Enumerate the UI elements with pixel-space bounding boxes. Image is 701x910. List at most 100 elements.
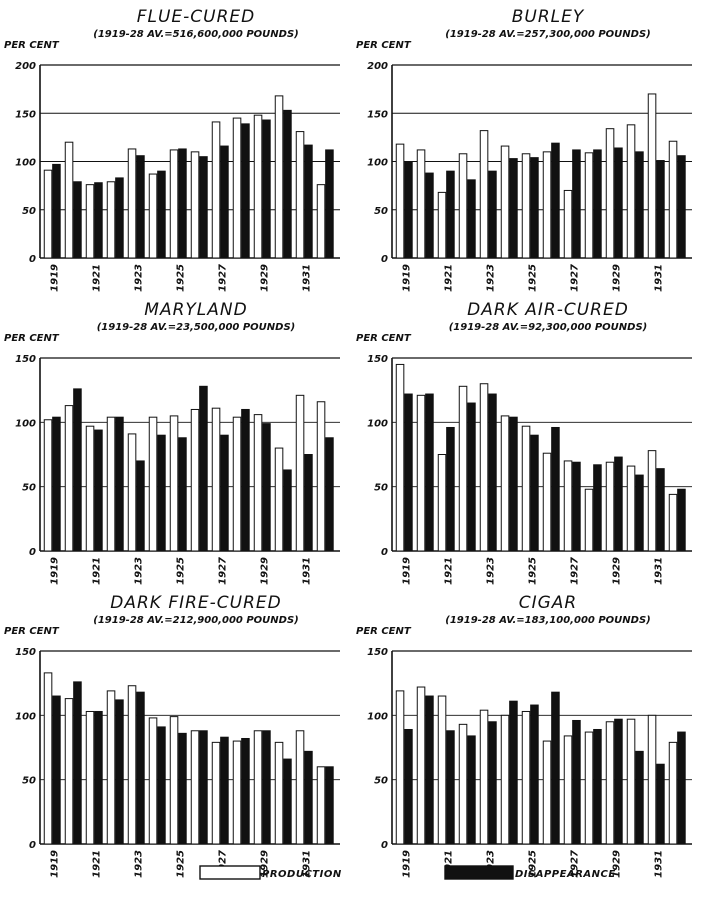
x-tick-label: 1925: [176, 850, 187, 878]
chart-title: CIGAR: [519, 593, 578, 613]
bar-disappearance-1931: [656, 468, 665, 552]
y-tick-label: 150: [15, 647, 36, 658]
bar-disappearance-1928: [241, 123, 250, 259]
bar-disappearance-1928: [593, 464, 602, 552]
bar-disappearance-1927: [572, 149, 581, 259]
bar-disappearance-1929: [262, 423, 271, 552]
bar-disappearance-1923: [136, 460, 145, 552]
y-unit-label: PER CENT: [356, 626, 412, 637]
bar-production-1930: [626, 465, 636, 552]
chart-subtitle: (1919-28 AV.=212,900,000 POUNDS): [93, 615, 298, 626]
bar-disappearance-1926: [551, 426, 560, 552]
bar-disappearance-1919: [52, 416, 61, 552]
bar-disappearance-1931: [656, 160, 665, 259]
x-tick-label: 1925: [176, 557, 187, 585]
bar-production-1928: [232, 117, 242, 259]
bar-production-1924: [500, 415, 510, 552]
bar-production-1931: [647, 714, 657, 845]
y-unit-label: PER CENT: [356, 40, 412, 51]
chart-flue-cured: FLUE-CURED (1919-28 AV.=516,600,000 POUND…: [4, 7, 340, 292]
bar-disappearance-1926: [551, 142, 560, 259]
y-tick-label: 150: [15, 354, 36, 365]
x-tick-label: 1925: [528, 264, 539, 292]
bar-disappearance-1924: [157, 726, 166, 845]
bar-production-1932: [668, 493, 678, 552]
legend-label-production: PRODUCTION: [262, 869, 342, 880]
y-tick-label: 50: [374, 776, 388, 787]
bar-disappearance-1929: [262, 119, 271, 259]
bar-disappearance-1919: [52, 695, 61, 845]
x-tick-label: 1931: [654, 264, 665, 292]
bar-production-1924: [500, 145, 510, 259]
bar-production-1925: [169, 716, 179, 845]
x-tick-label: 1921: [92, 557, 103, 585]
bar-production-1923: [479, 383, 489, 552]
bar-disappearance-1925: [178, 732, 187, 845]
bar-production-1920: [64, 698, 74, 845]
bar-disappearance-1931: [656, 763, 665, 845]
bar-production-1932: [316, 401, 326, 552]
bar-disappearance-1921: [446, 170, 455, 259]
x-tick-label: 1927: [570, 850, 581, 878]
bar-disappearance-1919: [404, 728, 413, 845]
bar-production-1919: [395, 143, 405, 259]
bar-production-1930: [626, 124, 636, 259]
bar-disappearance-1930: [283, 469, 292, 552]
x-tick-label: 1931: [654, 850, 665, 878]
bar-production-1929: [605, 721, 615, 845]
bar-production-1931: [295, 131, 305, 259]
bar-production-1920: [416, 149, 426, 259]
bar-disappearance-1929: [614, 718, 623, 845]
bar-production-1926: [190, 408, 200, 552]
bar-production-1925: [169, 149, 179, 259]
x-tick-label: 1927: [218, 850, 229, 878]
x-tick-label: 1923: [134, 264, 145, 292]
bar-production-1926: [190, 151, 200, 259]
bar-disappearance-1920: [73, 681, 82, 845]
x-tick-label: 1919: [50, 557, 61, 585]
bar-production-1928: [584, 731, 594, 845]
bar-disappearance-1920: [73, 388, 82, 552]
bar-disappearance-1927: [220, 736, 229, 845]
x-tick-label: 1919: [50, 850, 61, 878]
y-tick-label: 0: [29, 840, 36, 851]
bar-disappearance-1922: [115, 416, 124, 552]
bar-disappearance-1921: [446, 730, 455, 845]
bar-production-1931: [647, 450, 657, 552]
bar-disappearance-1919: [404, 161, 413, 259]
x-tick-label: 1923: [486, 264, 497, 292]
bar-disappearance-1924: [509, 416, 518, 552]
bar-production-1924: [148, 173, 158, 259]
x-tick-label: 1929: [260, 850, 271, 878]
bar-disappearance-1929: [614, 147, 623, 259]
bar-disappearance-1928: [241, 737, 250, 845]
chart-title: FLUE-CURED: [137, 7, 256, 27]
chart-cigar: CIGAR (1919-28 AV.=183,100,000 POUNDS) PER…: [356, 593, 692, 878]
bar-production-1930: [274, 741, 284, 845]
bar-disappearance-1930: [635, 151, 644, 259]
bar-production-1919: [395, 690, 405, 845]
bar-disappearance-1928: [593, 728, 602, 845]
chart-title: BURLEY: [512, 7, 585, 27]
bar-disappearance-1920: [425, 393, 434, 552]
bar-disappearance-1932: [677, 155, 686, 259]
bar-production-1931: [295, 730, 305, 845]
bar-production-1920: [416, 394, 426, 552]
bar-disappearance-1924: [509, 700, 518, 845]
bar-disappearance-1928: [241, 408, 250, 552]
y-tick-label: 0: [29, 254, 36, 265]
bar-disappearance-1926: [199, 730, 208, 845]
bar-disappearance-1929: [614, 456, 623, 552]
x-tick-label: 1923: [134, 557, 145, 585]
y-tick-label: 50: [22, 206, 36, 217]
bar-disappearance-1919: [52, 163, 61, 259]
y-unit-label: PER CENT: [356, 333, 412, 344]
bar-disappearance-1930: [283, 758, 292, 845]
bar-disappearance-1932: [677, 488, 686, 552]
bar-production-1925: [521, 425, 531, 552]
bar-production-1919: [43, 672, 53, 845]
bar-production-1920: [64, 405, 74, 552]
bar-production-1922: [106, 416, 116, 552]
y-tick-label: 0: [29, 547, 36, 558]
bar-production-1922: [106, 181, 116, 259]
